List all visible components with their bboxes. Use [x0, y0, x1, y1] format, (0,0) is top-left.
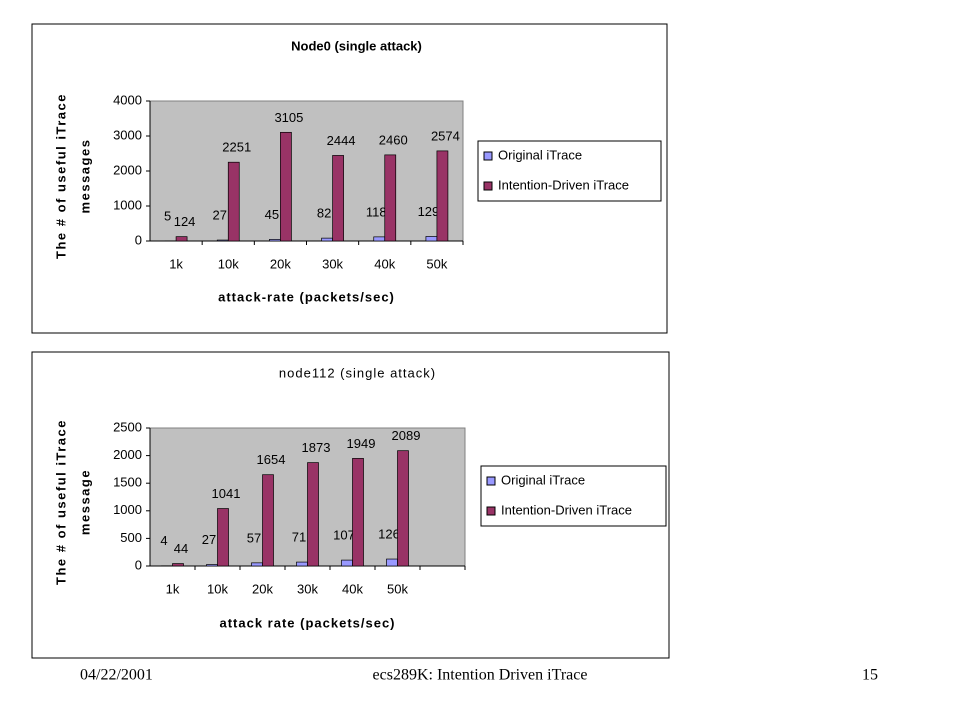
y-tick-label: 3000	[113, 127, 142, 142]
data-label: 3105	[274, 110, 303, 125]
data-label: 45	[265, 207, 279, 222]
y-tick-label: 2500	[113, 419, 142, 434]
data-label: 118	[366, 204, 387, 219]
legend-swatch	[486, 476, 496, 486]
data-label: 126	[378, 526, 400, 541]
x-tick-label: 30k	[322, 256, 343, 271]
y-tick-label: 1000	[113, 197, 142, 212]
x-axis-label: attack-rate (packets/sec)	[218, 289, 395, 304]
bar	[373, 236, 386, 242]
x-axis-label: attack rate (packets/sec)	[219, 615, 395, 630]
data-label: 1654	[257, 452, 286, 467]
legend-label: Original iTrace	[498, 147, 582, 162]
data-label: 27	[213, 207, 227, 222]
bar	[172, 563, 184, 567]
bar	[332, 155, 344, 242]
y-tick-label: 0	[135, 557, 142, 572]
data-label: 107	[333, 528, 355, 543]
y-axis-label: message	[77, 469, 92, 535]
legend-box	[477, 140, 662, 202]
legend-swatch	[483, 181, 493, 191]
data-label: 2089	[392, 428, 421, 443]
data-label: 71	[292, 530, 306, 545]
y-tick-label: 1500	[113, 475, 142, 490]
data-label: 57	[247, 530, 261, 545]
data-label: 2444	[327, 133, 356, 148]
footer-date: 04/22/2001	[80, 667, 153, 684]
y-tick-label: 2000	[113, 162, 142, 177]
y-axis-label: The # of useful iTrace	[53, 419, 68, 585]
legend-label: Intention-Driven iTrace	[501, 502, 632, 517]
footer-title: ecs289K: Intention Driven iTrace	[373, 667, 588, 684]
y-axis-label: The # of useful iTrace	[53, 93, 68, 259]
data-label: 1041	[212, 486, 241, 501]
footer-page: 15	[862, 667, 878, 684]
y-tick-label: 500	[120, 530, 142, 545]
x-tick-label: 10k	[207, 581, 228, 596]
data-label: 27	[202, 532, 216, 547]
data-label: 5	[164, 208, 171, 223]
bar	[425, 236, 438, 242]
y-tick-label: 0	[135, 232, 142, 247]
y-tick-label: 4000	[113, 92, 142, 107]
legend-label: Intention-Driven iTrace	[498, 177, 629, 192]
bar	[217, 508, 229, 567]
bar	[262, 474, 274, 567]
data-label: 1873	[302, 440, 331, 455]
bar	[175, 236, 188, 242]
chart-title: Node0 (single attack)	[291, 38, 422, 53]
x-tick-label: 40k	[374, 256, 395, 271]
bar	[307, 462, 319, 567]
data-label: 2251	[222, 140, 251, 155]
bar	[280, 131, 292, 242]
legend-swatch	[483, 151, 493, 161]
bar	[216, 239, 229, 242]
y-tick-label: 2000	[113, 447, 142, 462]
data-label: 129	[418, 204, 440, 219]
data-label: 44	[174, 541, 188, 556]
legend-label: Original iTrace	[501, 472, 585, 487]
data-label: 2460	[379, 132, 408, 147]
chart-title: node112 (single attack)	[279, 365, 436, 380]
data-label: 2574	[431, 128, 460, 143]
x-tick-label: 1k	[169, 256, 183, 271]
bar	[321, 237, 333, 242]
bar	[341, 559, 353, 567]
x-tick-label: 20k	[270, 256, 291, 271]
y-axis-label: messages	[77, 139, 92, 214]
legend-swatch	[486, 506, 496, 516]
bar	[296, 561, 308, 567]
x-tick-label: 40k	[342, 581, 363, 596]
bar	[384, 154, 397, 242]
x-tick-label: 20k	[252, 581, 273, 596]
bar	[352, 458, 364, 567]
x-tick-label: 50k	[387, 581, 408, 596]
bar	[436, 150, 449, 242]
plot-area	[149, 100, 464, 242]
data-label: 4	[160, 533, 167, 548]
bar	[251, 562, 263, 567]
bar	[206, 564, 218, 567]
bar	[397, 450, 409, 567]
data-label: 1949	[347, 436, 376, 451]
data-label: 82	[317, 206, 331, 221]
y-tick-label: 1000	[113, 502, 142, 517]
bar	[227, 161, 240, 242]
legend-box	[480, 465, 667, 527]
x-tick-label: 30k	[297, 581, 318, 596]
data-label: 124	[174, 214, 196, 229]
bar	[269, 239, 281, 242]
x-tick-label: 1k	[166, 581, 180, 596]
x-tick-label: 50k	[426, 256, 447, 271]
bar	[386, 558, 398, 567]
x-tick-label: 10k	[218, 256, 239, 271]
